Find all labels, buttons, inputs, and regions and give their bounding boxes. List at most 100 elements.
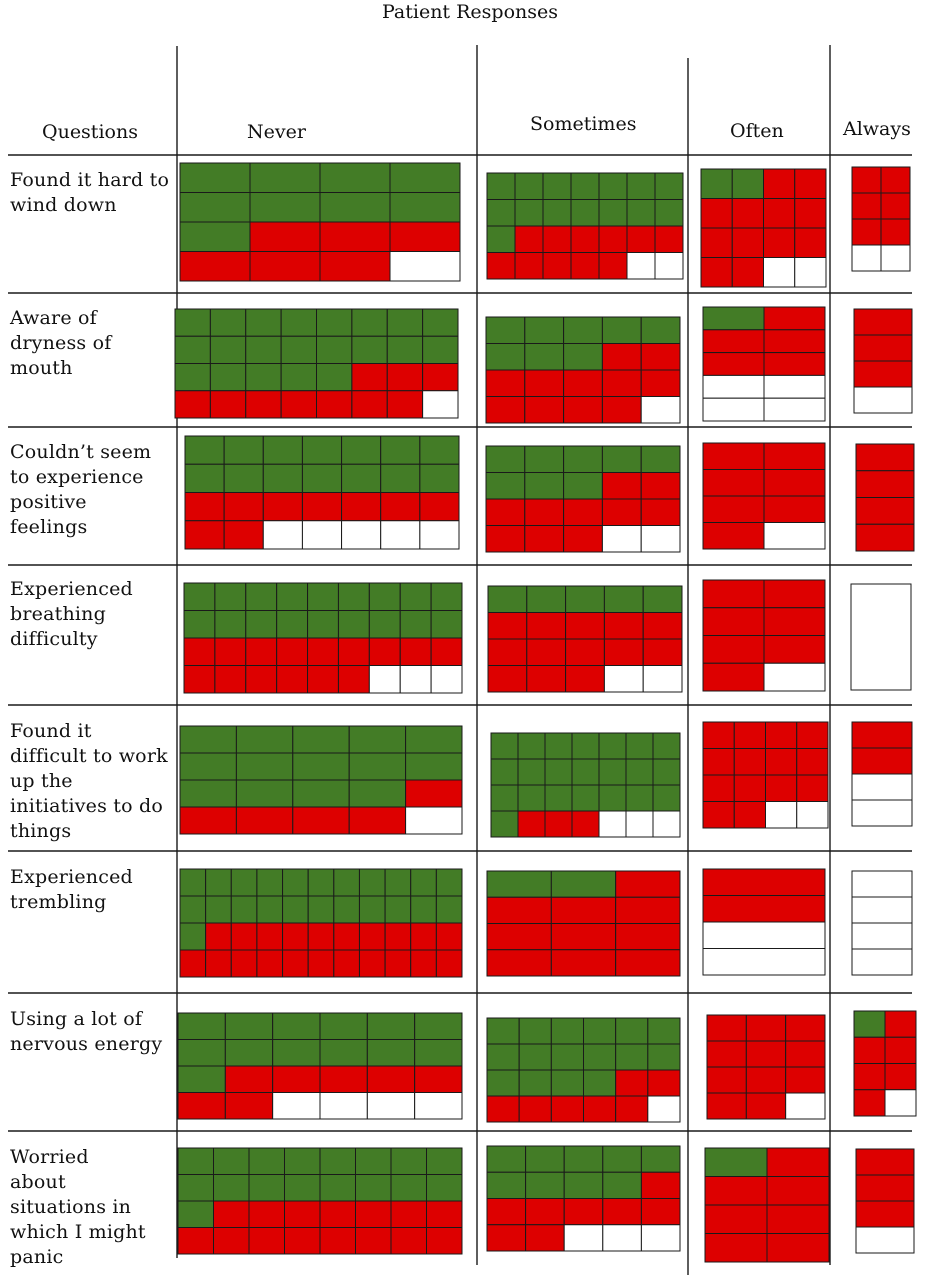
waffle-square-green (598, 199, 628, 227)
waffle-square-red (485, 396, 526, 424)
waffle-square-red (179, 806, 237, 835)
waffle-square-empty (642, 665, 683, 693)
waffle-square-green (368, 582, 401, 611)
waffle-square-green (223, 435, 264, 465)
waffle-square-red (601, 472, 642, 500)
waffle-square-red (563, 1198, 604, 1226)
waffle-square-green (486, 1069, 520, 1097)
waffle-square-red (851, 166, 882, 194)
waffle-square-red (765, 721, 798, 749)
waffle-square-empty (654, 252, 684, 280)
waffle-square-red (292, 806, 350, 835)
waffle-square-red (704, 1233, 768, 1263)
waffle-square-red (262, 492, 303, 522)
waffle-square-red (333, 922, 360, 951)
waffle-square-green (262, 435, 303, 465)
waffle-square-green (517, 784, 546, 812)
waffle-square-green (301, 435, 343, 465)
waffle-square-green (526, 585, 567, 613)
waffle-square-red (514, 252, 544, 280)
waffle-square-green (224, 1039, 274, 1067)
waffle-square-red (704, 1204, 768, 1234)
waffle-square-red (706, 1066, 747, 1094)
waffle-square-red (525, 1224, 565, 1252)
waffle-square-red (563, 369, 603, 397)
waffle-square-red (526, 665, 567, 693)
waffle-square-red (426, 1200, 463, 1228)
waffle-square-red (766, 1233, 830, 1263)
waffle-square-red (249, 221, 321, 252)
waffle-square-empty (405, 806, 463, 835)
waffle-square-green (563, 1171, 604, 1199)
waffle-square-red (640, 498, 681, 526)
waffle-square-green (319, 1147, 356, 1175)
waffle-square-green (517, 732, 546, 760)
waffle-square-green (647, 1043, 681, 1071)
waffle-square-red (647, 1069, 681, 1097)
chart-title: Patient Responses (381, 1, 558, 23)
waffle-square-green (598, 758, 627, 786)
waffle-square-green (652, 758, 681, 786)
waffle-square-green (341, 463, 382, 493)
waffle-square-red (763, 329, 826, 354)
header-often: Often (730, 120, 784, 142)
waffle-square-empty (414, 1092, 463, 1120)
waffle-square-green (652, 784, 681, 812)
waffle-square-green (642, 585, 683, 613)
waffle-square-red (430, 637, 463, 666)
waffle-square-red (514, 225, 544, 253)
waffle-square-green (272, 1012, 321, 1040)
waffle-square-red (256, 949, 284, 978)
waffle-square-green (486, 172, 516, 200)
waffle-square-green (235, 752, 294, 781)
waffle-square-green (399, 610, 432, 639)
waffle-square-red (855, 497, 915, 525)
waffle-square-green (583, 1043, 617, 1071)
waffle-square-red (601, 343, 642, 371)
waffle-square-green (301, 463, 343, 493)
waffle-square-green (205, 868, 232, 897)
waffle-square-red (702, 469, 765, 497)
header-questions: Questions (42, 121, 138, 143)
waffle-square-red (615, 923, 681, 951)
waffle-square-red (615, 870, 681, 898)
waffle-square-red (702, 352, 765, 376)
waffle-square-green (419, 463, 460, 493)
waffle-square-red (245, 637, 278, 666)
waffle-square-green (177, 1039, 226, 1067)
waffle-square-red (765, 774, 798, 802)
waffle-square-green (292, 779, 350, 808)
waffle-square-green (174, 335, 211, 364)
waffle-square-empty (850, 583, 912, 691)
waffle-square-red (702, 662, 765, 692)
waffle-square-green (486, 1043, 520, 1071)
waffle-square-green (333, 895, 360, 924)
waffle-square-red (410, 949, 437, 978)
waffle-square-empty (884, 1089, 917, 1117)
waffle-square-green (319, 162, 391, 193)
question-text: Found it difficult to work up the initia… (10, 720, 168, 842)
waffle-square-red (794, 168, 827, 199)
waffle-square-empty (765, 801, 798, 829)
waffle-square-green (435, 895, 463, 924)
waffle-square-green (384, 868, 412, 897)
waffle-square-green (184, 435, 225, 465)
waffle-square-green (426, 1147, 463, 1175)
waffle-square-red (276, 637, 309, 666)
waffle-square-red (272, 1065, 321, 1093)
waffle-square-green (419, 435, 460, 465)
waffle-square-red (282, 922, 309, 951)
waffle-square-green (358, 868, 386, 897)
waffle-square-red (855, 470, 915, 498)
waffle-square-green (514, 199, 544, 227)
waffle-square-green (615, 1043, 649, 1071)
waffle-square-red (765, 748, 798, 776)
waffle-square-red (214, 665, 247, 694)
waffle-square-green (205, 895, 232, 924)
waffle-square-red (355, 1200, 392, 1228)
waffle-square-green (426, 1174, 463, 1202)
waffle-square-green (603, 585, 644, 613)
waffle-square-red (884, 1036, 917, 1064)
waffle-square-green (430, 610, 463, 639)
waffle-square-red (183, 637, 216, 666)
